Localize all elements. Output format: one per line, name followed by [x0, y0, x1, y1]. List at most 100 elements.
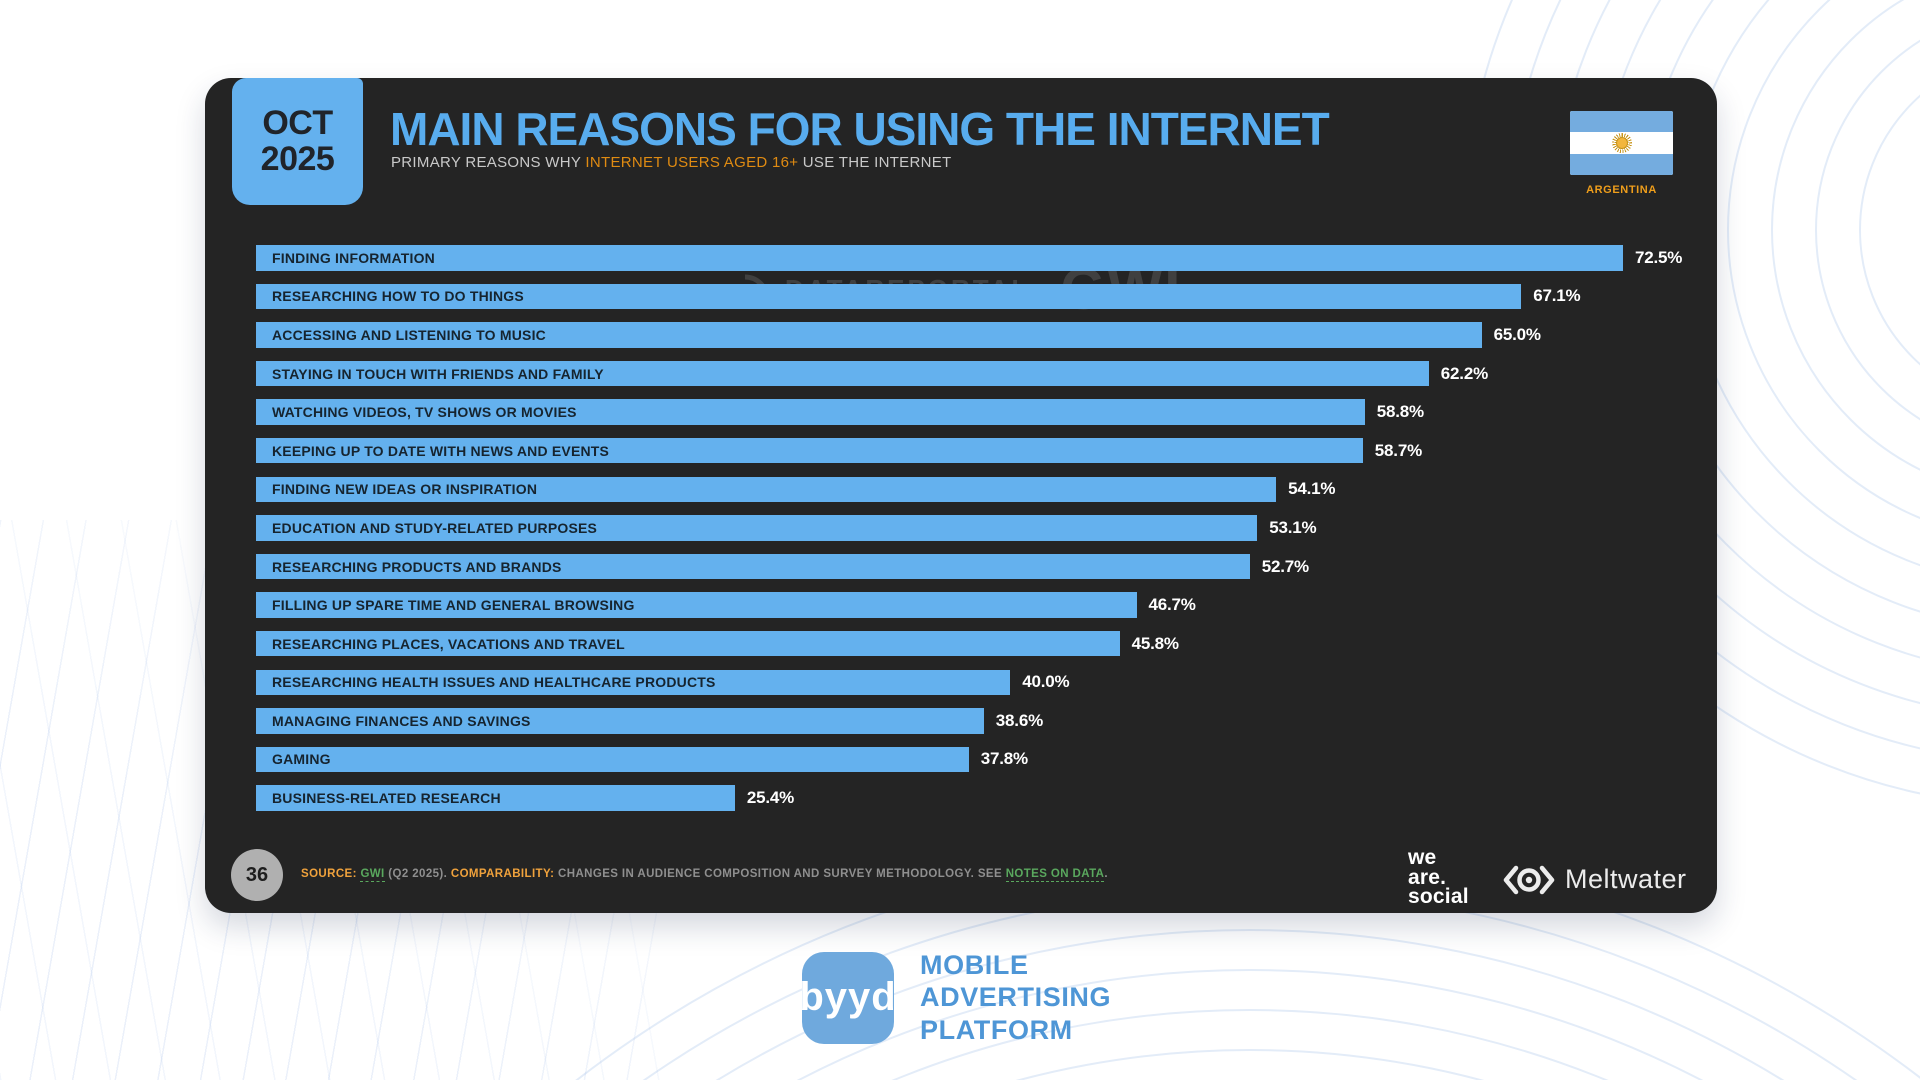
bar-category-label: RESEARCHING HOW TO DO THINGS	[272, 288, 524, 305]
bar: MANAGING FINANCES AND SAVINGS	[256, 708, 984, 734]
argentina-flag-icon	[1570, 111, 1673, 175]
bar-value-label: 40.0%	[1022, 672, 1070, 692]
country-flag: ARGENTINA	[1570, 111, 1673, 196]
bar-value-label: 45.8%	[1131, 633, 1179, 653]
bar-category-label: KEEPING UP TO DATE WITH NEWS AND EVENTS	[272, 442, 610, 459]
bar-value-label: 67.1%	[1533, 286, 1581, 306]
bar-row: RESEARCHING HEALTH ISSUES AND HEALTHCARE…	[256, 669, 1716, 696]
subtitle-highlight: INTERNET USERS AGED 16+	[585, 154, 799, 171]
bar: BUSINESS-RELATED RESEARCH	[256, 785, 735, 811]
bar-value-label: 25.4%	[746, 788, 795, 808]
bar-value-label: 54.1%	[1288, 479, 1336, 499]
bar-value-label: 65.0%	[1493, 324, 1541, 344]
bar-value-label: 52.7%	[1261, 556, 1309, 576]
meltwater-wordmark: Meltwater	[1565, 864, 1687, 894]
notes-on-data-link[interactable]: NOTES ON DATA	[1005, 868, 1105, 882]
bar-category-label: GAMING	[272, 751, 331, 768]
bar: ACCESSING AND LISTENING TO MUSIC	[256, 322, 1482, 348]
bar-row: RESEARCHING PRODUCTS AND BRANDS 52.7%	[256, 553, 1716, 580]
page-number: 36	[245, 863, 269, 886]
date-badge-year: 2025	[260, 139, 335, 178]
bar: FINDING NEW IDEAS OR INSPIRATION	[256, 476, 1277, 503]
byyd-wordmark: byyd	[799, 975, 897, 1020]
byyd-tagline-line: ADVERTISING	[920, 982, 1112, 1013]
meltwater-logo: Meltwater	[1501, 864, 1687, 895]
bar-category-label: ACCESSING AND LISTENING TO MUSIC	[272, 326, 546, 343]
we-are-social-line: we	[1408, 846, 1437, 869]
bar-category-label: FILLING UP SPARE TIME AND GENERAL BROWSI…	[272, 597, 635, 614]
bar-category-label: MANAGING FINANCES AND SAVINGS	[272, 712, 531, 729]
bar-value-label: 38.6%	[995, 710, 1043, 730]
page-title: MAIN REASONS FOR USING THE INTERNET	[390, 103, 1330, 155]
bar: WATCHING VIDEOS, TV SHOWS OR MOVIES	[256, 399, 1365, 425]
bar: RESEARCHING HOW TO DO THINGS	[256, 283, 1522, 310]
bar-value-label: 53.1%	[1269, 517, 1317, 537]
byyd-logo: byyd	[799, 951, 897, 1044]
bar: EDUCATION AND STUDY-RELATED PURPOSES	[256, 515, 1258, 541]
date-badge: OCT 2025	[232, 78, 363, 205]
bar-row: BUSINESS-RELATED RESEARCH 25.4%	[256, 785, 1716, 811]
we-are-social-line: are.	[1408, 865, 1447, 889]
source-note: SOURCE: GWI (Q2 2025). COMPARABILITY: CH…	[301, 868, 1108, 882]
bar: GAMING	[256, 746, 969, 773]
bar-row: GAMING 37.8%	[256, 746, 1716, 773]
byyd-tagline-line: PLATFORM	[920, 1014, 1073, 1045]
bar-row: ACCESSING AND LISTENING TO MUSIC 65.0%	[256, 322, 1716, 348]
byyd-tagline: MOBILE ADVERTISING PLATFORM	[920, 949, 1111, 1046]
bar-row: FINDING NEW IDEAS OR INSPIRATION 54.1%	[256, 476, 1716, 503]
page-number-badge: 36	[231, 849, 283, 901]
gwi-source-link[interactable]: GWI	[360, 868, 385, 882]
bar-category-label: RESEARCHING HEALTH ISSUES AND HEALTHCARE…	[272, 674, 716, 691]
we-are-social-logo: we are. social	[1408, 846, 1469, 909]
bar: KEEPING UP TO DATE WITH NEWS AND EVENTS	[256, 437, 1363, 464]
comparability-text: CHANGES IN AUDIENCE COMPOSITION AND SURV…	[558, 868, 1003, 880]
bar-value-label: 37.8%	[980, 749, 1028, 769]
bar: RESEARCHING PLACES, VACATIONS AND TRAVEL	[256, 630, 1120, 657]
subtitle-suffix: USE THE INTERNET	[798, 154, 952, 171]
bar-row: KEEPING UP TO DATE WITH NEWS AND EVENTS 5…	[256, 437, 1716, 464]
bar-chart: FINDING INFORMATION 72.5% RESEARCHING HOW …	[256, 245, 1716, 824]
flag-stripe	[1570, 111, 1673, 133]
bar-value-label: 46.7%	[1148, 595, 1196, 615]
bar-row: MANAGING FINANCES AND SAVINGS 38.6%	[256, 708, 1716, 734]
we-are-social-line: social	[1408, 885, 1469, 909]
bar-category-label: RESEARCHING PRODUCTS AND BRANDS	[272, 558, 562, 575]
country-label: ARGENTINA	[1586, 184, 1657, 196]
bar-row: EDUCATION AND STUDY-RELATED PURPOSES 53.1…	[256, 515, 1716, 541]
subtitle-prefix: PRIMARY REASONS WHY	[391, 154, 586, 171]
bar: FILLING UP SPARE TIME AND GENERAL BROWSI…	[256, 592, 1137, 618]
bar-category-label: FINDING INFORMATION	[272, 249, 435, 266]
bar: STAYING IN TOUCH WITH FRIENDS AND FAMILY	[256, 360, 1429, 387]
bar-row: WATCHING VIDEOS, TV SHOWS OR MOVIES 58.8%	[256, 399, 1716, 425]
flag-stripe	[1570, 153, 1673, 175]
comparability-label: COMPARABILITY:	[450, 868, 555, 880]
sun-of-may-icon	[1611, 133, 1632, 153]
bar-row: RESEARCHING HOW TO DO THINGS 67.1%	[256, 283, 1716, 310]
byyd-tagline-line: MOBILE	[920, 950, 1029, 980]
page-subtitle: PRIMARY REASONS WHY INTERNET USERS AGED …	[391, 154, 952, 171]
bar-row: RESEARCHING PLACES, VACATIONS AND TRAVEL…	[256, 630, 1716, 657]
meltwater-eye-icon	[1503, 865, 1555, 894]
report-slide-card: OCT 2025 MAIN REASONS FOR USING THE INTE…	[205, 78, 1717, 913]
bar-value-label: 58.7%	[1374, 440, 1422, 460]
bar-value-label: 62.2%	[1440, 363, 1488, 383]
bar: RESEARCHING HEALTH ISSUES AND HEALTHCARE…	[256, 669, 1011, 696]
date-badge-month: OCT	[262, 103, 333, 142]
bar: FINDING INFORMATION	[256, 245, 1623, 271]
bar-row: STAYING IN TOUCH WITH FRIENDS AND FAMILY…	[256, 360, 1716, 387]
bar-value-label: 72.5%	[1635, 247, 1683, 267]
bar-row: FILLING UP SPARE TIME AND GENERAL BROWSI…	[256, 592, 1716, 618]
bar: RESEARCHING PRODUCTS AND BRANDS	[256, 553, 1250, 580]
bar-category-label: RESEARCHING PLACES, VACATIONS AND TRAVEL	[272, 635, 625, 652]
byyd-branding: byyd MOBILE ADVERTISING PLATFORM	[799, 949, 1111, 1046]
source-rest: (Q2 2025).	[388, 868, 448, 880]
footer-period: .	[1104, 868, 1108, 880]
bar-category-label: FINDING NEW IDEAS OR INSPIRATION	[272, 481, 538, 498]
bar-category-label: BUSINESS-RELATED RESEARCH	[272, 790, 501, 807]
source-label: SOURCE:	[301, 868, 357, 880]
bar-category-label: EDUCATION AND STUDY-RELATED PURPOSES	[272, 519, 598, 536]
bar-row: FINDING INFORMATION 72.5%	[256, 245, 1716, 271]
bar-category-label: WATCHING VIDEOS, TV SHOWS OR MOVIES	[272, 404, 577, 421]
bar-category-label: STAYING IN TOUCH WITH FRIENDS AND FAMILY	[272, 365, 604, 382]
